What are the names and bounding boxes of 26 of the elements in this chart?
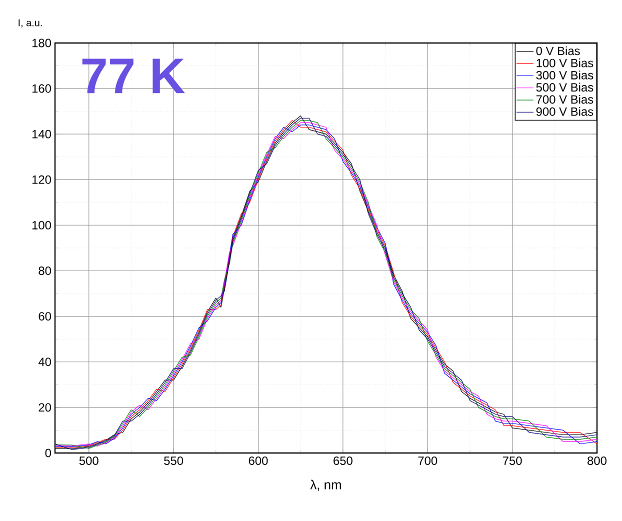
- x-tick-label: 750: [502, 456, 522, 465]
- legend-label: 300 V Bias: [536, 70, 594, 80]
- x-axis-title: λ, nm: [310, 480, 341, 491]
- x-tick-label: 650: [334, 456, 352, 465]
- legend-label: 0 V Bias: [536, 46, 580, 56]
- x-tick-label: 800: [588, 456, 607, 465]
- y-tick-label: 160: [32, 84, 52, 93]
- x-tick-label: 550: [164, 456, 184, 465]
- y-axis-title: I, a.u.: [18, 19, 42, 28]
- y-tick-label: 40: [38, 358, 52, 366]
- y-tick-label: 20: [38, 403, 52, 412]
- y-tick-label: 180: [32, 38, 52, 48]
- y-tick-label: 100: [32, 220, 52, 230]
- x-tick-label: 700: [418, 456, 438, 465]
- y-tick-label: 0: [45, 448, 52, 458]
- y-tick-label: 80: [38, 266, 52, 275]
- legend-label: 900 V Bias: [536, 107, 594, 116]
- legend-label: 100 V Bias: [536, 58, 594, 68]
- y-tick-label: 60: [38, 312, 52, 321]
- x-tick-label: 600: [248, 456, 268, 465]
- x-tick-label: 500: [79, 456, 98, 465]
- y-tick-label: 140: [32, 130, 52, 138]
- y-tick-label: 120: [32, 175, 52, 184]
- legend-label: 700 V Bias: [536, 94, 594, 104]
- legend-label: 500 V Bias: [536, 82, 594, 92]
- annotation: 77 K: [82, 58, 185, 94]
